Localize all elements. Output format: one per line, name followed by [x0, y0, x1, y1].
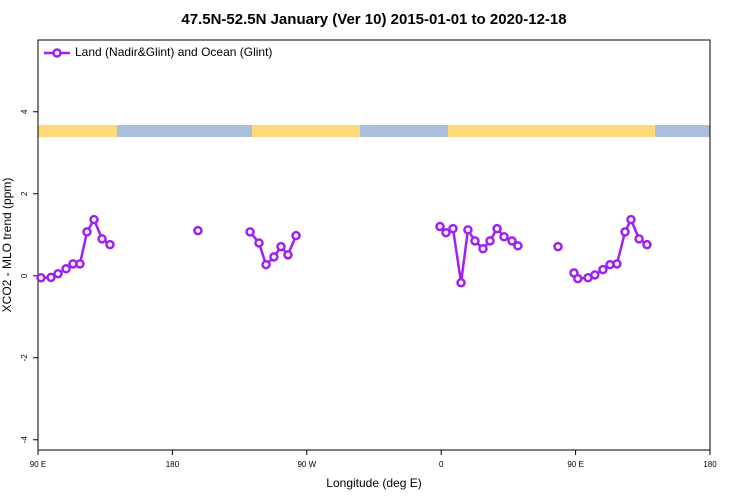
chart-title: 47.5N-52.5N January (Ver 10) 2015-01-01 …: [181, 11, 566, 28]
point: [82, 227, 92, 237]
point: [642, 239, 652, 250]
y-tick-label: 0: [20, 273, 29, 278]
point: [283, 250, 293, 260]
point: [291, 230, 301, 241]
plot-frame: [37, 39, 711, 451]
point: [470, 236, 480, 246]
y-tick-label: -2: [20, 354, 29, 362]
ocean-band: [655, 125, 710, 137]
point: [626, 214, 636, 225]
point: [478, 243, 488, 254]
y-tick-label: 2: [20, 191, 29, 196]
x-tick-label: 90 E: [30, 460, 46, 469]
y-tick-label: -4: [20, 436, 29, 444]
point: [590, 270, 600, 280]
x-tick-label: 180: [166, 460, 180, 469]
x-tick-label: 180: [703, 460, 717, 469]
x-tick-label: 90 W: [297, 460, 316, 469]
y-tick-label: 4: [20, 109, 29, 114]
point: [254, 238, 264, 248]
point: [97, 234, 107, 244]
point: [513, 241, 523, 251]
point: [448, 223, 458, 234]
point: [245, 227, 255, 237]
point: [553, 241, 563, 252]
x-tick-label: 0: [439, 460, 444, 469]
point: [276, 241, 286, 252]
point: [499, 232, 509, 242]
point: [634, 234, 644, 244]
x-tick-label: 90 E: [567, 460, 583, 469]
land-ocean-band: [38, 125, 710, 137]
point: [573, 273, 583, 284]
point: [485, 236, 495, 246]
point: [598, 264, 608, 275]
point: [75, 259, 85, 269]
legend-label: Land (Nadir&Glint) and Ocean (Glint): [75, 45, 272, 59]
point: [463, 225, 473, 235]
ocean-band: [360, 125, 448, 137]
point: [435, 221, 445, 232]
y-axis-label: XCO2 - MLO trend (ppm): [0, 178, 14, 313]
land-band: [448, 125, 655, 137]
series-line: [40, 216, 648, 283]
land-band: [252, 125, 360, 137]
point: [507, 236, 517, 246]
point: [61, 264, 71, 274]
point: [620, 227, 630, 237]
point: [36, 273, 46, 283]
point: [193, 225, 203, 236]
land-band: [38, 125, 117, 137]
legend-marker: [52, 48, 62, 58]
point: [46, 272, 56, 283]
x-axis-label: Longitude (deg E): [326, 476, 421, 490]
point: [105, 239, 115, 250]
point: [89, 214, 99, 225]
point: [261, 259, 271, 270]
point: [269, 252, 279, 262]
point: [441, 227, 451, 238]
point: [456, 277, 466, 288]
ocean-band: [117, 125, 252, 137]
point: [612, 259, 622, 269]
point: [492, 223, 502, 234]
point: [53, 268, 63, 279]
